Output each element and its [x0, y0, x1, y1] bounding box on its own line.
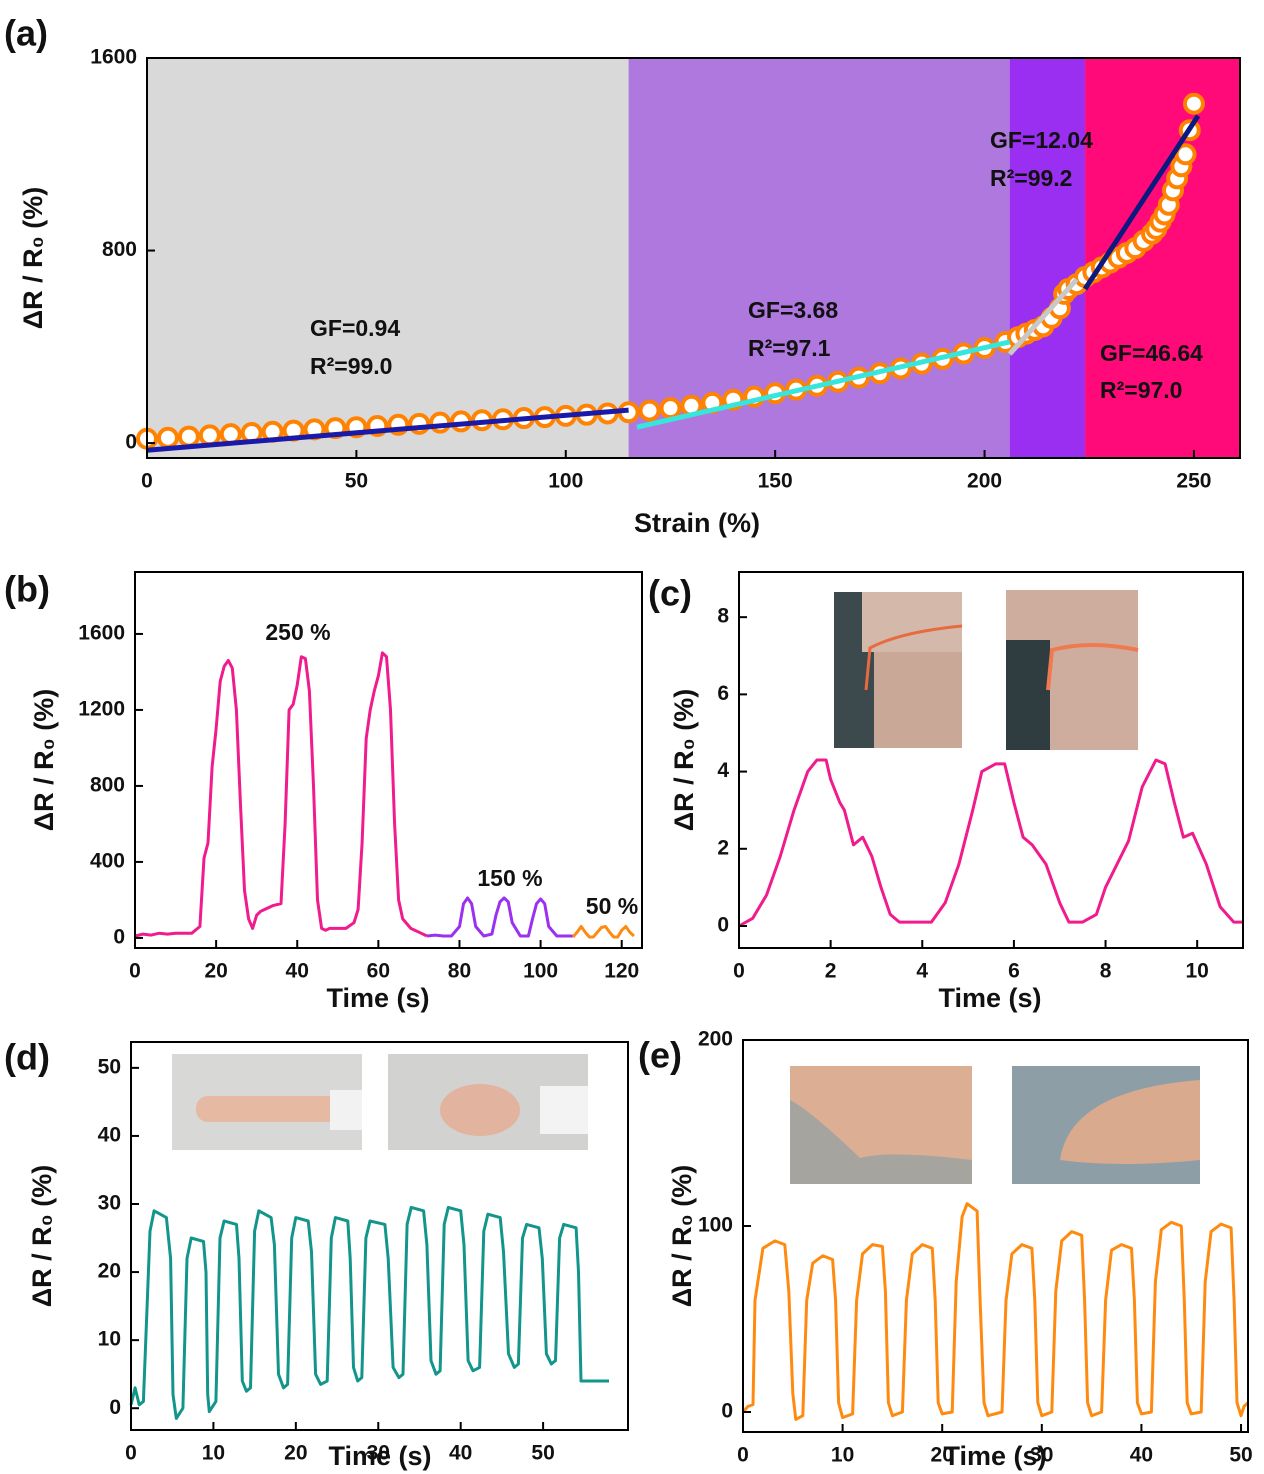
x-tick-label: 0	[737, 1444, 749, 1467]
y-tick-label: 30	[98, 1192, 121, 1215]
panel-label: (c)	[648, 573, 692, 614]
panel-label: (d)	[4, 1037, 50, 1078]
y-axis-title: ΔR / R₀ (%)	[29, 689, 59, 832]
x-tick-label: 150	[758, 470, 793, 493]
y-tick-label: 0	[717, 914, 729, 937]
y-tick-label: 50	[98, 1055, 121, 1078]
x-tick-label: 0	[129, 960, 141, 983]
x-axis-title: Strain (%)	[634, 508, 760, 538]
y-tick-label: 1200	[78, 697, 125, 720]
x-tick-label: 50	[1229, 1444, 1252, 1467]
panel-label: (e)	[638, 1035, 682, 1076]
y-axis-title: ΔR / R₀ (%)	[669, 689, 699, 832]
x-tick-label: 20	[284, 1442, 307, 1465]
x-tick-label: 120	[604, 960, 639, 983]
annotation: GF=12.04	[990, 127, 1093, 153]
y-tick-label: 10	[98, 1328, 121, 1351]
x-tick-label: 10	[202, 1442, 225, 1465]
scatter-point	[641, 402, 659, 420]
annotation: R²=99.0	[310, 353, 392, 379]
x-tick-label: 40	[449, 1442, 472, 1465]
x-tick-label: 100	[548, 470, 583, 493]
annotation: 250 %	[265, 619, 330, 645]
x-tick-label: 50	[531, 1442, 554, 1465]
annotation: GF=3.68	[748, 297, 838, 323]
y-tick-label: 4	[717, 759, 729, 782]
y-tick-label: 2	[717, 836, 729, 859]
scatter-point	[1185, 95, 1203, 113]
y-tick-label: 0	[113, 925, 125, 948]
x-axis-title: Time (s)	[326, 983, 429, 1013]
y-axis-title: ΔR / R₀ (%)	[667, 1165, 697, 1308]
y-tick-label: 6	[717, 682, 729, 705]
photo	[1012, 1066, 1200, 1184]
panel-label: (b)	[4, 569, 50, 610]
x-tick-label: 40	[1130, 1444, 1153, 1467]
y-tick-label: 0	[721, 1400, 733, 1423]
photo	[172, 1054, 362, 1150]
annotation: R²=97.1	[748, 335, 831, 361]
photo	[790, 1066, 972, 1184]
scatter-point	[201, 426, 219, 444]
y-tick-label: 800	[90, 773, 125, 796]
y-tick-label: 800	[102, 238, 137, 261]
scatter-point	[159, 429, 177, 447]
annotation: R²=99.2	[990, 165, 1072, 191]
x-tick-label: 60	[367, 960, 390, 983]
y-tick-label: 1600	[78, 621, 125, 644]
x-tick-label: 2	[825, 960, 837, 983]
figure: (a)05010015020025008001600Strain (%)ΔR /…	[0, 0, 1264, 1474]
scatter-point	[431, 414, 449, 432]
annotation: GF=46.64	[1100, 340, 1203, 366]
y-axis-title: ΔR / R₀ (%)	[27, 1165, 57, 1308]
annotation: 50 %	[586, 893, 638, 919]
x-tick-label: 100	[523, 960, 558, 983]
x-tick-label: 8	[1100, 960, 1112, 983]
region	[147, 58, 629, 458]
x-tick-label: 200	[967, 470, 1002, 493]
x-axis-title: Time (s)	[943, 1441, 1046, 1471]
y-tick-label: 1600	[90, 46, 137, 69]
x-tick-label: 80	[448, 960, 471, 983]
x-tick-label: 0	[141, 470, 153, 493]
x-tick-label: 20	[204, 960, 227, 983]
y-tick-label: 40	[98, 1123, 121, 1146]
x-tick-label: 0	[125, 1442, 137, 1465]
annotation: GF=0.94	[310, 315, 400, 341]
x-axis-title: Time (s)	[328, 1441, 431, 1471]
x-tick-label: 0	[733, 960, 745, 983]
photo	[1006, 590, 1138, 750]
y-tick-label: 100	[698, 1214, 733, 1237]
y-tick-label: 20	[98, 1260, 121, 1283]
y-tick-label: 0	[125, 431, 137, 454]
annotation: R²=97.0	[1100, 377, 1182, 403]
x-tick-label: 250	[1176, 470, 1211, 493]
y-tick-label: 400	[90, 849, 125, 872]
annotation: 150 %	[477, 865, 542, 891]
scatter-point	[661, 399, 679, 417]
x-axis-title: Time (s)	[938, 983, 1041, 1013]
y-tick-label: 0	[109, 1396, 121, 1419]
y-tick-label: 8	[717, 605, 729, 628]
x-tick-label: 50	[345, 470, 368, 493]
panel-label: (a)	[4, 13, 48, 54]
x-tick-label: 10	[831, 1444, 854, 1467]
y-tick-label: 200	[698, 1028, 733, 1051]
x-tick-label: 4	[916, 960, 928, 983]
x-tick-label: 40	[286, 960, 309, 983]
scatter-point	[180, 428, 198, 446]
x-tick-label: 10	[1186, 960, 1209, 983]
x-tick-label: 6	[1008, 960, 1020, 983]
y-axis-title: ΔR / R₀ (%)	[18, 187, 48, 330]
photo	[834, 592, 962, 748]
region	[1010, 58, 1085, 458]
photo	[388, 1054, 588, 1150]
